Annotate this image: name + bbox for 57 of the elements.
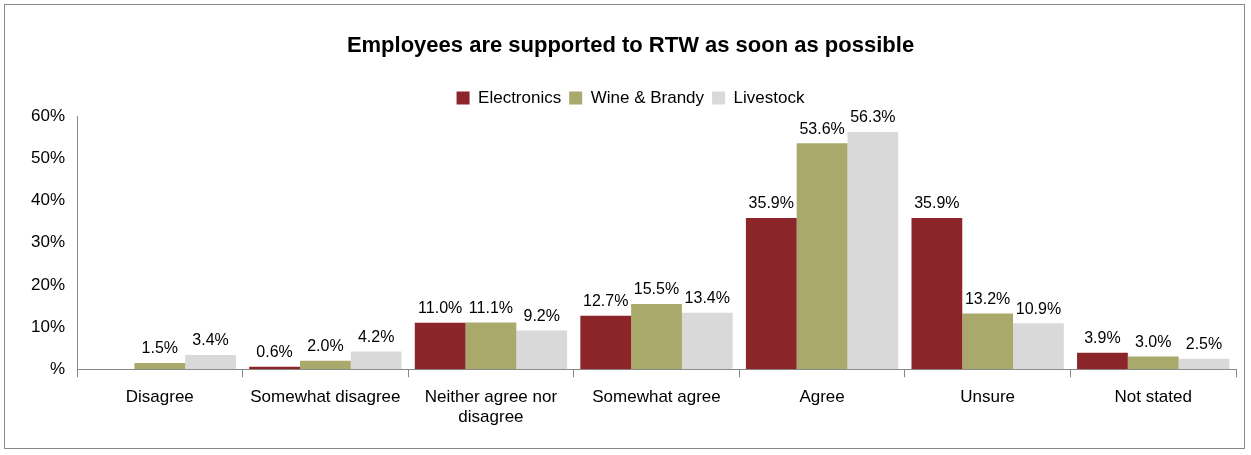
x-tick-label: Neither agree nor disagree: [424, 387, 558, 427]
x-tick-label: Unsure: [960, 387, 1016, 407]
bar: [465, 322, 517, 370]
data-label: 13.2%: [964, 289, 1011, 307]
bar: [1013, 323, 1064, 370]
y-tick-label: 20%: [30, 274, 66, 294]
bar: [516, 330, 568, 370]
bar: [631, 303, 682, 370]
data-label: 2.5%: [1185, 335, 1223, 353]
y-tick-label: 40%: [30, 190, 66, 210]
data-label: 11.1%: [468, 298, 514, 316]
y-tick-label: %: [49, 358, 66, 378]
bar: [299, 360, 351, 370]
bar: [580, 315, 632, 370]
data-label: 35.9%: [748, 194, 794, 212]
data-label: 2.0%: [307, 337, 344, 355]
legend-label: Electronics: [478, 87, 562, 107]
data-label: 9.2%: [523, 306, 560, 324]
data-label: 1.5%: [141, 339, 179, 357]
bar: [796, 143, 848, 370]
data-label: 10.9%: [1015, 299, 1062, 317]
x-tick-label: Somewhat agree: [592, 387, 721, 407]
x-tick-label: Disagree: [125, 387, 194, 407]
x-tick-label: Somewhat disagree: [250, 387, 401, 407]
data-label: 3.4%: [192, 331, 229, 349]
bar: [134, 362, 186, 370]
bar: [681, 312, 733, 370]
bar: [962, 313, 1014, 370]
data-label: 12.7%: [583, 292, 629, 310]
data-label: 56.3%: [850, 108, 896, 126]
x-tick-label: Not stated: [1114, 387, 1192, 407]
y-tick-label: 60%: [30, 106, 66, 126]
data-label: 15.5%: [633, 280, 680, 298]
data-label: 53.6%: [799, 119, 845, 137]
data-label: 4.2%: [357, 327, 395, 345]
bar: [414, 322, 466, 370]
y-tick-label: 30%: [30, 232, 66, 252]
bar: [1127, 356, 1179, 370]
data-label: 3.0%: [1134, 332, 1172, 350]
data-label: 0.6%: [256, 343, 293, 361]
y-tick-label: 50%: [30, 148, 66, 168]
bar: [185, 354, 236, 370]
bar: [847, 131, 899, 370]
data-label: 11.0%: [418, 299, 463, 317]
data-label: 35.9%: [914, 194, 960, 212]
legend-label: Wine & Brandy: [590, 87, 705, 107]
bar: [745, 217, 797, 370]
data-label: 3.9%: [1084, 329, 1121, 347]
chart-title: Employees are supported to RTW as soon as possible: [346, 32, 915, 58]
bar: [911, 217, 963, 370]
bar: [1077, 352, 1128, 370]
bar: [350, 351, 402, 370]
bar: [1178, 358, 1230, 370]
y-tick-label: 10%: [30, 316, 66, 336]
x-tick-label: Agree: [799, 387, 845, 407]
legend-label: Livestock: [733, 87, 805, 107]
data-label: 13.4%: [684, 289, 730, 307]
